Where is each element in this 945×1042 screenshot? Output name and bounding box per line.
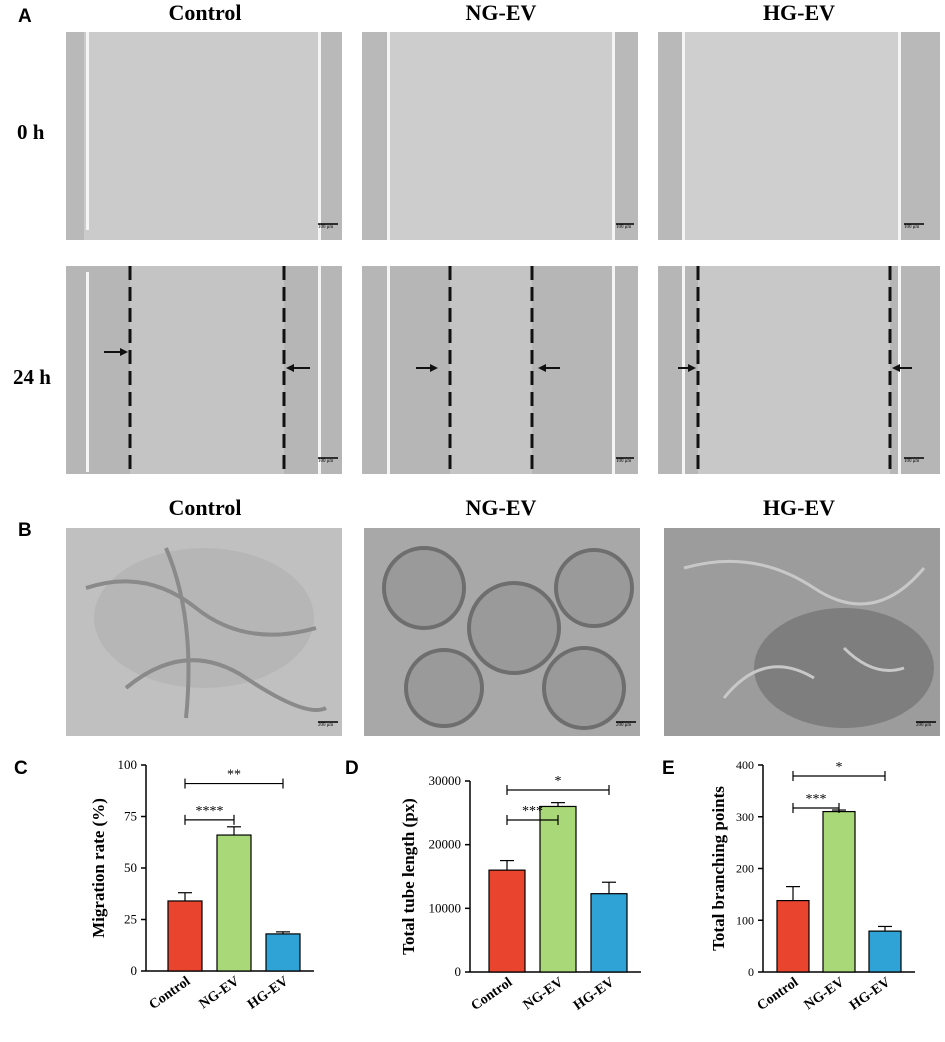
bar-hg-ev bbox=[590, 893, 628, 973]
tube-formation-control: 200 μm bbox=[66, 528, 342, 736]
y-tick-label: 0 bbox=[748, 965, 754, 979]
chart-d-svg: 0 10000 20000 30000 Total tube length (px) Co… bbox=[399, 773, 641, 1014]
row-label-24h: 24 h bbox=[13, 365, 51, 389]
significance-label: * bbox=[555, 774, 562, 789]
x-tick-label: HG-EV bbox=[847, 975, 893, 1014]
y-axis-title: Migration rate (%) bbox=[89, 798, 108, 938]
scale-bar-label: 100 μm bbox=[904, 459, 920, 464]
scale-bar-label: 100 μm bbox=[616, 225, 632, 230]
micrograph-ng-ev-24h: 100 μm bbox=[362, 266, 638, 474]
x-tick-label: HG-EV bbox=[245, 974, 291, 1013]
significance-label: ** bbox=[227, 768, 241, 783]
y-axis-title: Total branching points bbox=[709, 786, 728, 951]
y-tick-label: 300 bbox=[736, 810, 754, 824]
panel-label-a: A bbox=[18, 6, 32, 27]
panel-b-title-ng-ev: NG-EV bbox=[465, 495, 537, 520]
bar-control bbox=[776, 899, 810, 973]
x-tick-label: NG-EV bbox=[521, 975, 567, 1013]
y-tick-label: 0 bbox=[131, 963, 138, 978]
panel-label-c: C bbox=[14, 758, 28, 779]
scale-bar-label: 100 μm bbox=[616, 459, 632, 464]
y-tick-label: 100 bbox=[118, 757, 138, 772]
micrograph-ng-ev-0h: 100 μm bbox=[362, 32, 638, 240]
y-tick-label: 400 bbox=[736, 758, 754, 772]
panel-label-e: E bbox=[662, 758, 675, 779]
x-tick-label: HG-EV bbox=[571, 975, 617, 1014]
x-tick-label: NG-EV bbox=[802, 975, 848, 1013]
micrograph-control-24h: 100 μm bbox=[66, 266, 342, 474]
chart-migration-rate: 0 25 50 75 100 Migration rate (%) Control NG-EV… bbox=[0, 740, 330, 1042]
chart-tube-length: 0 10000 20000 30000 Total tube length (px) Co… bbox=[330, 740, 650, 1042]
scale-bar-label: 100 μm bbox=[318, 459, 334, 464]
panel-label-d: D bbox=[345, 758, 359, 779]
bar-ng-ev bbox=[216, 834, 252, 972]
y-tick-label: 25 bbox=[124, 912, 137, 927]
bar-hg-ev bbox=[868, 930, 902, 973]
bar-control bbox=[167, 900, 203, 972]
tube-formation-ng-ev: 200 μm bbox=[364, 528, 640, 736]
panel-label-b: B bbox=[18, 520, 32, 541]
significance-label: *** bbox=[522, 804, 543, 819]
bar-hg-ev bbox=[265, 933, 301, 972]
x-tick-label: Control bbox=[755, 975, 802, 1014]
significance-label: **** bbox=[196, 804, 224, 819]
chart-e-svg: 0 100 200 300 400 Total branching points Contr… bbox=[709, 758, 915, 1014]
y-tick-label: 30000 bbox=[429, 773, 462, 788]
row-label-0h: 0 h bbox=[17, 120, 45, 144]
bar-control bbox=[488, 869, 526, 973]
y-tick-label: 50 bbox=[124, 860, 137, 875]
x-tick-label: Control bbox=[469, 975, 516, 1014]
significance-label: * bbox=[836, 760, 843, 775]
panel-a-title-hg-ev: HG-EV bbox=[762, 0, 836, 25]
y-axis-title: Total tube length (px) bbox=[399, 798, 418, 955]
bar-ng-ev bbox=[822, 810, 856, 973]
tube-formation-hg-ev: 200 μm bbox=[664, 528, 940, 736]
y-tick-label: 200 bbox=[736, 862, 754, 876]
x-tick-label: Control bbox=[147, 974, 194, 1013]
scale-bar-label: 200 μm bbox=[616, 723, 632, 728]
scale-bar-label: 100 μm bbox=[904, 225, 920, 230]
micrograph-hg-ev-0h: 100 μm bbox=[658, 32, 940, 240]
y-tick-label: 10000 bbox=[429, 900, 462, 915]
chart-c-svg: 0 25 50 75 100 Migration rate (%) Control NG-EV… bbox=[89, 757, 314, 1013]
panel-b-title-control: Control bbox=[168, 495, 242, 520]
chart-branching-points: 0 100 200 300 400 Total branching points Contr… bbox=[650, 740, 945, 1042]
micrograph-control-0h: 100 μm bbox=[66, 32, 342, 240]
y-tick-label: 100 bbox=[736, 913, 754, 927]
y-tick-label: 20000 bbox=[429, 837, 462, 852]
panel-a-title-ng-ev: NG-EV bbox=[465, 0, 537, 25]
micrograph-hg-ev-24h: 100 μm bbox=[658, 266, 940, 474]
x-tick-label: NG-EV bbox=[197, 974, 243, 1012]
y-tick-label: 75 bbox=[124, 809, 137, 824]
panel-b-title-hg-ev: HG-EV bbox=[762, 495, 836, 520]
scale-bar-label: 200 μm bbox=[916, 723, 932, 728]
panel-a-title-control: Control bbox=[168, 0, 242, 25]
y-tick-label: 0 bbox=[455, 964, 462, 979]
scale-bar-label: 200 μm bbox=[318, 723, 334, 728]
significance-label: *** bbox=[806, 792, 827, 807]
scale-bar-label: 100 μm bbox=[318, 225, 334, 230]
bar-ng-ev bbox=[539, 805, 577, 973]
